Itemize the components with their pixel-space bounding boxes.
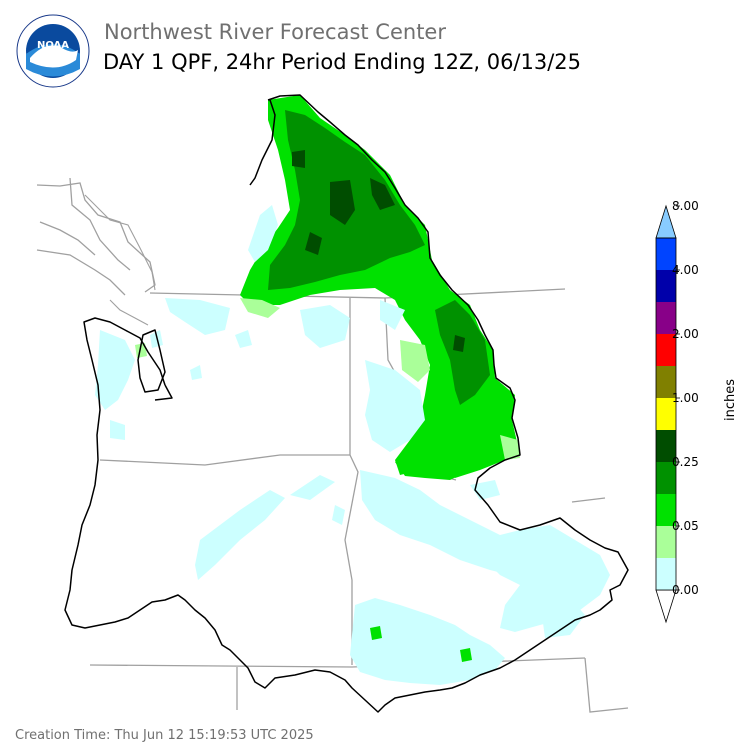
qpf-green-area xyxy=(460,648,472,662)
colorbar-bin xyxy=(656,238,676,270)
colorbar-legend: 0.00 0.05 0.25 1.00 2.00 4.00 8.00 inche… xyxy=(655,199,738,624)
qpf-light-cyan-areas xyxy=(95,205,610,685)
coastline-gray xyxy=(84,194,156,326)
colorbar-tick-label: 2.00 xyxy=(672,327,699,341)
qpf-light-green-area xyxy=(240,298,280,318)
page-subtitle: DAY 1 QPF, 24hr Period Ending 12Z, 06/13… xyxy=(103,50,582,74)
qpf-dark-green-area xyxy=(292,150,305,168)
colorbar-unit-label: inches xyxy=(723,379,738,421)
logo-text: NOAA xyxy=(37,40,69,51)
qpf-dark-green-area xyxy=(305,232,322,255)
colorbar-bin xyxy=(656,270,676,302)
colorbar-bin xyxy=(656,558,676,590)
basin-boundary xyxy=(64,94,629,713)
qpf-mid-green-area xyxy=(435,300,490,405)
qpf-dark-green-area xyxy=(370,178,395,210)
colorbar-tick-label: 1.00 xyxy=(672,391,699,405)
colorbar-bin xyxy=(656,462,676,494)
colorbar-bin xyxy=(656,366,676,398)
colorbar-bin xyxy=(656,334,676,366)
colorbar-bin xyxy=(656,398,676,430)
qpf-light-green-area xyxy=(400,340,430,382)
colorbar-bin xyxy=(656,302,676,334)
colorbar-bin xyxy=(656,494,676,526)
colorbar-tick-label: 0.05 xyxy=(672,519,699,533)
colorbar-tick-label: 0.25 xyxy=(672,455,699,469)
colorbar-tick-label: 0.00 xyxy=(672,583,699,597)
colorbar-bin xyxy=(656,430,676,462)
creation-time: Creation Time: Thu Jun 12 15:19:53 UTC 2… xyxy=(15,728,314,743)
colorbar-bin xyxy=(656,526,676,558)
qpf-green-area xyxy=(370,626,382,640)
qpf-green-area xyxy=(395,428,482,480)
qpf-light-green-area xyxy=(135,343,147,358)
qpf-fields xyxy=(95,95,610,685)
colorbar-tick-label: 8.00 xyxy=(672,199,699,213)
noaa-logo: NOAA xyxy=(16,14,90,88)
colorbar-tick-label: 4.00 xyxy=(672,263,699,277)
qpf-light-green-area xyxy=(500,435,520,460)
qpf-dark-green-area xyxy=(330,180,355,225)
qpf-dark-green-area xyxy=(453,335,465,352)
page-title: Northwest River Forecast Center xyxy=(104,20,446,44)
colorbar-outline xyxy=(655,237,677,591)
